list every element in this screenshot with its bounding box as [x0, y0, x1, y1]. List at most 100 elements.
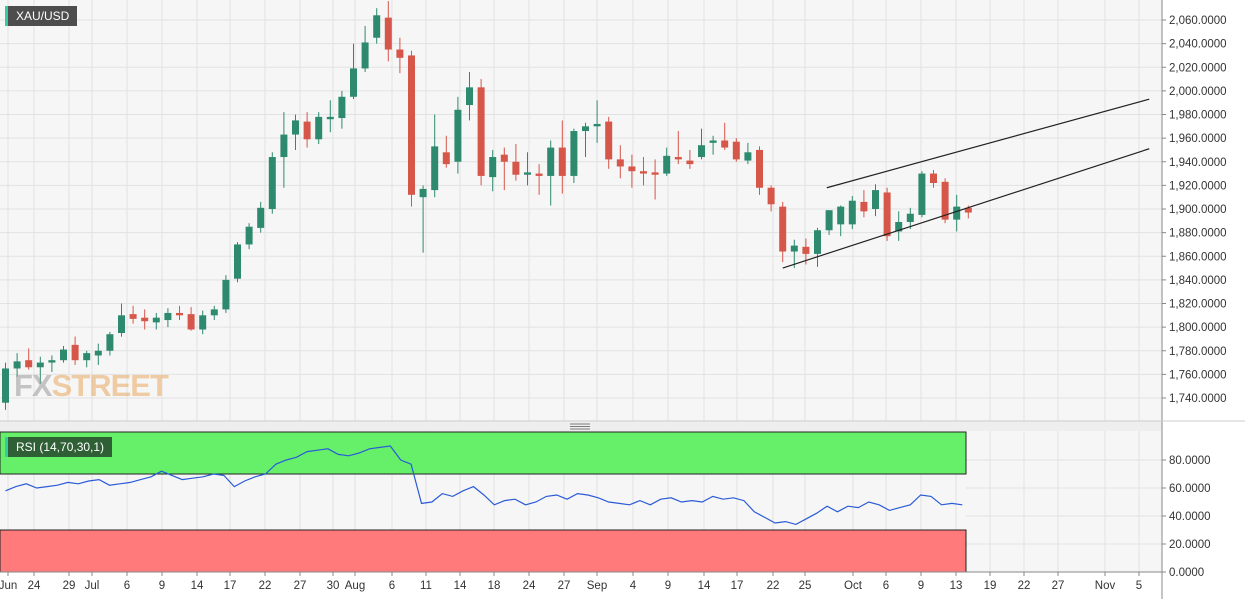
- candle-body: [512, 161, 520, 175]
- y-tick-label: 1,900.0000: [1169, 204, 1227, 216]
- watermark-street: STREET: [51, 368, 169, 403]
- candle-body: [906, 213, 914, 222]
- candle-body: [408, 55, 415, 195]
- x-tick-label: 5: [1136, 580, 1142, 592]
- candle-body: [883, 192, 891, 237]
- trendlines: [782, 98, 1150, 269]
- candle-body: [698, 145, 705, 158]
- y-tick-label: 1,840.0000: [1169, 275, 1227, 287]
- y-tick-label: 1,920.0000: [1169, 180, 1227, 192]
- x-tick-label: Oct: [844, 580, 863, 592]
- candle-body: [25, 360, 33, 368]
- x-tick-label: 6: [389, 580, 395, 592]
- candle-body: [524, 172, 531, 175]
- candle-body: [361, 42, 369, 69]
- rsi-y-tick-label: 20.0000: [1169, 539, 1211, 551]
- x-tick-label: 29: [63, 580, 76, 592]
- y-tick-label: 2,020.0000: [1169, 62, 1227, 74]
- candle-body: [280, 134, 288, 158]
- candle-body: [466, 87, 473, 106]
- x-tick-label: 18: [488, 580, 501, 592]
- y-tick-label: 1,740.0000: [1169, 393, 1227, 405]
- candle-body: [744, 152, 752, 161]
- y-tick-label: 1,760.0000: [1169, 369, 1227, 381]
- candle-body: [106, 334, 114, 351]
- candle-body: [651, 172, 659, 175]
- x-tick-label: Jul: [85, 580, 100, 592]
- candle-body: [94, 350, 102, 356]
- candle-body: [709, 140, 717, 143]
- candle-body: [326, 116, 334, 120]
- rsi-zones: [0, 431, 967, 573]
- candle-body: [396, 49, 404, 58]
- candle-body: [141, 317, 149, 322]
- candle-body: [315, 116, 323, 140]
- symbol-label[interactable]: XAU/USD: [5, 6, 78, 26]
- candle-body: [222, 279, 230, 310]
- x-tick-label: 6: [124, 580, 130, 592]
- candle-body: [373, 15, 381, 38]
- rsi-series: [5, 445, 963, 526]
- candle-body: [234, 244, 241, 279]
- x-tick-label: Nov: [1095, 580, 1116, 592]
- candle-body: [164, 312, 172, 321]
- candle-body: [257, 207, 265, 228]
- candle-body: [953, 206, 961, 220]
- x-tick-label: 14: [698, 580, 711, 592]
- rsi-y-tick-label: 40.0000: [1169, 511, 1211, 523]
- candle-body: [152, 317, 160, 323]
- candle-body: [616, 159, 624, 167]
- y-tick-label: 1,880.0000: [1169, 228, 1227, 240]
- y-tick-label: 2,040.0000: [1169, 39, 1227, 51]
- x-tick-label: 27: [558, 580, 571, 592]
- y-tick-label: 1,960.0000: [1169, 133, 1227, 145]
- rsi-y-tick-label: 80.0000: [1169, 455, 1211, 467]
- candle-body: [837, 206, 845, 225]
- candle-body: [350, 68, 357, 97]
- y-tick-label: 2,000.0000: [1169, 86, 1227, 98]
- candle-body: [930, 173, 937, 184]
- candle-body: [489, 157, 497, 178]
- candle-body: [825, 210, 833, 231]
- candle-body: [686, 160, 694, 165]
- x-tick-label: 19: [984, 580, 997, 592]
- x-tick-label: 9: [665, 580, 671, 592]
- candle-body: [210, 309, 218, 316]
- x-tick-label: 24: [28, 580, 41, 592]
- candle-body: [663, 155, 671, 174]
- candle-body: [118, 315, 125, 334]
- rsi-indicator-label[interactable]: RSI (14,70,30,1): [5, 437, 113, 457]
- candle-body: [83, 353, 91, 361]
- y-tick-label: 1,860.0000: [1169, 251, 1227, 263]
- x-tick-label: 13: [950, 580, 963, 592]
- price-panel-bg: [0, 0, 1162, 421]
- panel-separator: [0, 421, 1162, 431]
- candle-body: [558, 147, 566, 176]
- candle-body: [303, 121, 311, 140]
- candle-body: [199, 315, 207, 330]
- candle-body: [36, 362, 44, 368]
- candle-body: [129, 314, 137, 319]
- candle-body: [547, 147, 555, 176]
- candle-body: [176, 312, 183, 316]
- x-tick-label: 27: [294, 580, 307, 592]
- candle-body: [872, 190, 879, 209]
- candle-body: [964, 207, 972, 213]
- candle-body: [338, 96, 346, 119]
- candle-body: [500, 154, 508, 162]
- x-tick-label: 24: [523, 580, 536, 592]
- candle-body: [593, 123, 601, 127]
- oversold-zone: [0, 529, 967, 573]
- candle-body: [292, 120, 299, 135]
- x-tick-label: 22: [767, 580, 780, 592]
- trendline: [782, 148, 1150, 269]
- candle-body: [941, 181, 949, 220]
- x-tick-label: 30: [327, 580, 340, 592]
- x-tick-label: 14: [454, 580, 467, 592]
- candle-body: [13, 361, 21, 369]
- x-tick-label: 6: [883, 580, 889, 592]
- candle-body: [48, 360, 56, 363]
